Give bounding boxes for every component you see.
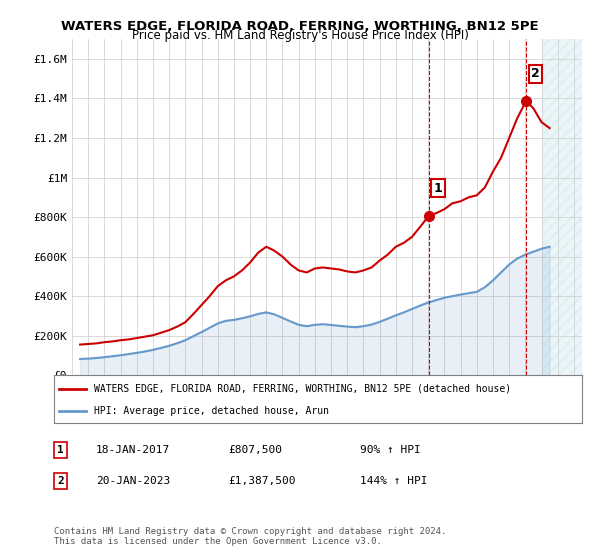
Text: Price paid vs. HM Land Registry's House Price Index (HPI): Price paid vs. HM Land Registry's House … [131,29,469,42]
Text: £807,500: £807,500 [228,445,282,455]
Text: 1: 1 [434,182,443,195]
Text: WATERS EDGE, FLORIDA ROAD, FERRING, WORTHING, BN12 5PE: WATERS EDGE, FLORIDA ROAD, FERRING, WORT… [61,20,539,32]
Text: 144% ↑ HPI: 144% ↑ HPI [360,476,427,486]
Text: 2: 2 [531,67,540,80]
Text: WATERS EDGE, FLORIDA ROAD, FERRING, WORTHING, BN12 5PE (detached house): WATERS EDGE, FLORIDA ROAD, FERRING, WORT… [94,384,511,394]
Text: HPI: Average price, detached house, Arun: HPI: Average price, detached house, Arun [94,406,329,416]
Text: £1,387,500: £1,387,500 [228,476,296,486]
Text: 1: 1 [57,445,64,455]
Text: 90% ↑ HPI: 90% ↑ HPI [360,445,421,455]
Text: Contains HM Land Registry data © Crown copyright and database right 2024.
This d: Contains HM Land Registry data © Crown c… [54,526,446,546]
Text: 20-JAN-2023: 20-JAN-2023 [96,476,170,486]
Text: 2: 2 [57,476,64,486]
Text: 18-JAN-2017: 18-JAN-2017 [96,445,170,455]
